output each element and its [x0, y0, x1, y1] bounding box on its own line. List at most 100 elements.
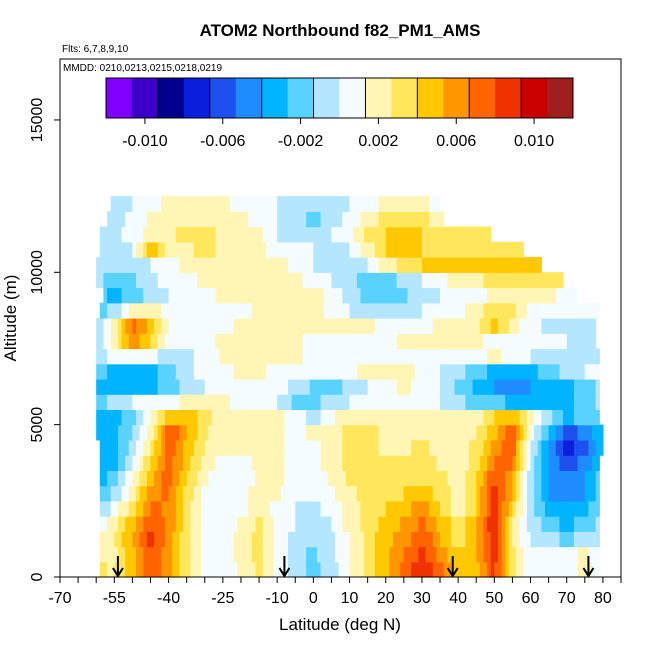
heatmap-cell: [313, 318, 318, 334]
heatmap-cell: [208, 196, 213, 212]
heatmap-cell: [454, 394, 459, 411]
heatmap-cell: [110, 363, 115, 380]
y-tick-label: 5000: [29, 407, 46, 443]
heatmap-cell: [519, 531, 524, 548]
heatmap-cell: [501, 348, 506, 365]
heatmap-cell: [588, 500, 593, 517]
heatmap-cell: [309, 333, 314, 350]
heatmap-cell: [581, 470, 586, 487]
heatmap-cell: [563, 287, 568, 304]
heatmap-cell: [136, 409, 141, 426]
heatmap-cell: [382, 455, 387, 471]
heatmap-cell: [251, 455, 257, 471]
heatmap-cell: [136, 485, 141, 502]
heatmap-cell: [534, 302, 539, 319]
heatmap-cell: [320, 516, 325, 532]
heatmap-cell: [534, 348, 539, 365]
heatmap-cell: [219, 500, 224, 517]
heatmap-cell: [230, 348, 235, 365]
heatmap-cell: [313, 561, 318, 578]
heatmap-cell: [411, 272, 416, 289]
heatmap-cell: [183, 394, 188, 411]
heatmap-cell: [327, 348, 333, 365]
heatmap-cell: [121, 211, 126, 228]
heatmap-cell: [508, 378, 514, 395]
heatmap-cell: [563, 333, 568, 350]
heatmap-cell: [99, 394, 105, 411]
heatmap-cell: [309, 516, 314, 532]
heatmap-cell: [353, 500, 358, 517]
heatmap-cell: [360, 455, 365, 471]
heatmap-cell: [179, 531, 184, 548]
heatmap-cell: [244, 378, 249, 395]
heatmap-cell: [447, 424, 452, 441]
heatmap-cell: [581, 302, 586, 319]
heatmap-cell: [212, 531, 217, 548]
heatmap-cell: [208, 439, 213, 456]
heatmap-cell: [313, 348, 318, 365]
heatmap-cell: [497, 287, 503, 304]
heatmap-cell: [146, 378, 152, 395]
heatmap-cell: [573, 516, 579, 532]
heatmap-cell: [193, 196, 199, 212]
heatmap-cell: [233, 196, 238, 212]
heatmap-cell: [458, 424, 463, 441]
heatmap-cell: [309, 485, 314, 502]
heatmap-cell: [490, 409, 495, 426]
heatmap-cell: [472, 470, 477, 487]
heatmap-cell: [566, 546, 571, 563]
heatmap-cell: [544, 333, 550, 350]
heatmap-cell: [244, 439, 249, 456]
heatmap-cell: [313, 333, 318, 350]
heatmap-cell: [132, 348, 137, 365]
heatmap-cell: [107, 318, 112, 334]
heatmap-cell: [201, 470, 206, 487]
heatmap-cell: [530, 302, 535, 319]
heatmap-cell: [432, 348, 438, 365]
heatmap-cell: [338, 394, 343, 411]
heatmap-cell: [505, 485, 510, 502]
heatmap-cell: [316, 424, 322, 441]
heatmap-cell: [505, 287, 510, 304]
heatmap-cell: [389, 196, 394, 212]
heatmap-cell: [327, 378, 333, 395]
heatmap-cell: [237, 516, 242, 532]
heatmap-cell: [125, 196, 130, 212]
profile-markers: [112, 556, 595, 578]
heatmap-cell: [117, 394, 123, 411]
heatmap-cell: [222, 378, 228, 395]
heatmap-cell: [374, 318, 380, 334]
heatmap-cell: [537, 424, 542, 441]
x-tick-label: 70: [558, 590, 576, 607]
heatmap-cell: [378, 439, 383, 456]
heatmap-cell: [139, 531, 144, 548]
heatmap-cell: [392, 196, 398, 212]
heatmap-cell: [201, 287, 206, 304]
heatmap-cell: [563, 302, 568, 319]
heatmap-cell: [345, 500, 351, 517]
heatmap-cell: [479, 485, 485, 502]
heatmap-cell: [222, 500, 228, 517]
heatmap-cell: [501, 302, 506, 319]
heatmap-cell: [161, 485, 166, 502]
heatmap-cell: [233, 211, 238, 228]
heatmap-cell: [248, 211, 253, 228]
heatmap-cell: [255, 439, 260, 456]
heatmap-cell: [201, 561, 206, 578]
heatmap-cell: [139, 226, 144, 243]
heatmap-cell: [505, 378, 510, 395]
heatmap-cell: [284, 500, 289, 517]
heatmap-cell: [443, 470, 448, 487]
heatmap-cell: [175, 257, 181, 273]
heatmap-cell: [154, 378, 159, 395]
heatmap-cell: [516, 516, 521, 532]
heatmap-cell: [360, 333, 365, 350]
heatmap-cell: [259, 272, 264, 289]
heatmap-cell: [136, 348, 141, 365]
heatmap-cell: [179, 378, 184, 395]
heatmap-cell: [327, 241, 333, 258]
heatmap-cell: [251, 226, 257, 243]
heatmap-cell: [548, 272, 553, 289]
heatmap-cell: [429, 561, 434, 578]
heatmap-cell: [501, 257, 506, 273]
